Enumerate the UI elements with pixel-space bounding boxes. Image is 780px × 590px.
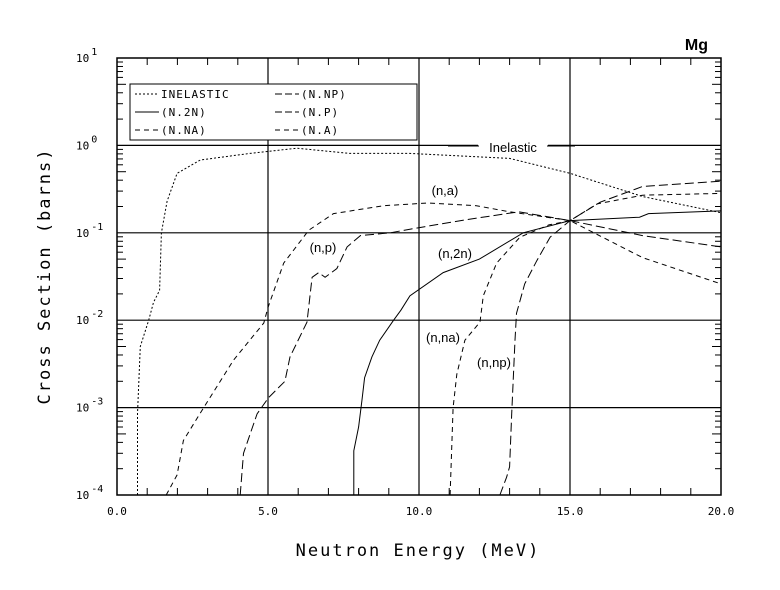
legend-entry: (N.2N) <box>161 106 207 119</box>
legend-entry: (N.NP) <box>301 88 347 101</box>
curve-label-n-p: (n,p) <box>310 240 337 255</box>
y-tick-exponent: -4 <box>91 484 103 495</box>
x-tick-label: 10.0 <box>406 505 433 518</box>
y-tick-exponent: -1 <box>91 222 103 233</box>
legend: INELASTIC (N.2N) (N.NA) (N.NP) (N.P) (N.A) <box>129 83 418 141</box>
grid <box>117 58 721 495</box>
curve-label-n-na: (n,na) <box>426 330 460 345</box>
legend-entry: (N.A) <box>301 124 339 137</box>
y-tick-exponent: 0 <box>91 134 97 145</box>
curve-label-n-a: (n,a) <box>432 183 459 198</box>
y-tick-exponent: -3 <box>91 397 103 408</box>
curve-label-inelastic: Inelastic <box>489 140 537 155</box>
y-tick-label: 10 1 <box>76 47 97 65</box>
curve-label-n-2n: (n,2n) <box>438 246 472 261</box>
series-line-n-a <box>165 202 722 496</box>
y-tick-label: 10 -3 <box>76 397 103 415</box>
y-tick-label: 10 -1 <box>76 222 103 240</box>
curve-label-background <box>478 140 548 156</box>
plot-frame <box>116 57 722 496</box>
series-line-n-p <box>239 211 722 496</box>
y-tick-exponent: 1 <box>91 47 97 58</box>
axis-ticks <box>117 58 721 495</box>
series-line-n-2n <box>353 210 722 495</box>
x-tick-label: 15.0 <box>557 505 584 518</box>
y-tick-exponent: -2 <box>91 309 103 320</box>
series-line-inelastic <box>137 147 722 495</box>
series-line-n-np <box>499 180 722 496</box>
x-axis-title: Neutron Energy (MeV) <box>296 541 541 561</box>
curve-label-n-np: (n,np) <box>477 355 511 370</box>
legend-entry: INELASTIC <box>161 88 230 101</box>
curve-labels: Inelastic (n,2n) (n,na) (n,np) (n,p) (n,a) <box>310 140 575 370</box>
x-tick-labels: 0.0 5.0 10.0 15.0 20.0 <box>107 505 734 518</box>
y-tick-label: 10 -4 <box>76 484 103 502</box>
y-axis-title: Cross Section (barns) <box>35 148 55 405</box>
y-tick-label: 10 0 <box>76 134 97 152</box>
legend-entry: (N.P) <box>301 106 339 119</box>
legend-box <box>129 83 418 141</box>
series-line-n-na <box>449 192 722 496</box>
x-tick-label: 20.0 <box>708 505 735 518</box>
x-tick-label: 0.0 <box>107 505 127 518</box>
legend-entry: (N.NA) <box>161 124 207 137</box>
x-tick-label: 5.0 <box>258 505 278 518</box>
y-tick-label: 10 -2 <box>76 309 103 327</box>
series-group <box>137 147 722 496</box>
chart-title: Mg <box>685 37 708 54</box>
